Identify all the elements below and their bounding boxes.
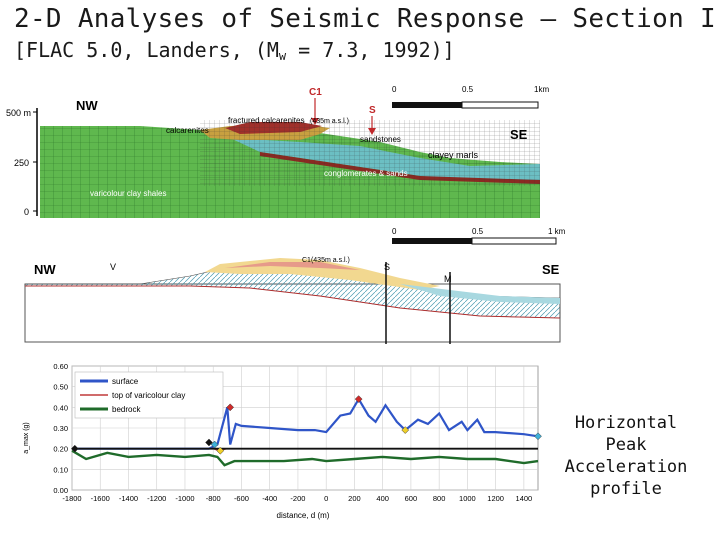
series-line-bedrock	[71, 449, 539, 467]
slide-subtitle: [FLAC 5.0, Landers, (Mw = 7.3, 1992)]	[14, 38, 455, 63]
data-marker	[354, 395, 363, 403]
top-left-end: NW	[76, 98, 98, 113]
x-tick-label: -1400	[119, 494, 138, 503]
label-calcarenites: calcarenites	[166, 126, 209, 135]
bottom-label-v: V	[110, 262, 116, 272]
pha-chart: 0.00 0.10 0.20 0.30 0.40 0.50 0.60 -1800 -1600 -1…	[23, 362, 542, 520]
legend-surface: surface	[112, 377, 139, 386]
svg-text:1km: 1km	[534, 85, 549, 94]
depth-tick-0: 0	[24, 207, 29, 217]
svg-text:0: 0	[392, 227, 397, 236]
x-tick-label: -1200	[147, 494, 166, 503]
x-tick-label: -1000	[175, 494, 194, 503]
x-tick-label: 1000	[459, 494, 476, 503]
label-s: S	[369, 105, 376, 116]
label-clayey-marls: clayey marls	[428, 150, 479, 160]
y-tick-label: 0.50	[53, 383, 68, 392]
data-marker	[226, 403, 235, 412]
label-clay-shales: varicolour clay shales	[90, 189, 166, 198]
label-fractured: fractured calcarenites	[228, 116, 304, 125]
x-tick-label: -1800	[62, 494, 81, 503]
top-scale-bar: 0 0.5 1km	[392, 85, 549, 109]
subtitle-prefix: [FLAC 5.0, Landers, (M	[14, 38, 279, 62]
data-marker	[401, 426, 410, 434]
side-label-line-2: Peak	[605, 435, 647, 455]
data-marker	[70, 444, 79, 453]
label-sandstones: sandstones	[360, 135, 401, 144]
side-label-line-1: Horizontal	[574, 413, 678, 433]
chart-markers	[70, 395, 542, 455]
data-marker	[210, 440, 219, 449]
x-tick-label: -1600	[91, 494, 110, 503]
bottom-label-c1: C1(435m a.s.l.)	[302, 257, 350, 264]
chart-axes: 0.00 0.10 0.20 0.30 0.40 0.50 0.60 -1800 -1600 -1…	[53, 362, 532, 503]
bottom-label-s: S	[384, 262, 390, 272]
chart-xlabel: distance, d (m)	[277, 511, 330, 520]
bottom-label-m: M	[444, 274, 452, 284]
label-conglomerates: conglomerates & sands	[324, 169, 408, 178]
side-label-line-4: profile	[590, 479, 662, 499]
subtitle-suffix: = 7.3, 1992)]	[286, 38, 455, 62]
svg-text:0: 0	[392, 85, 397, 94]
x-tick-label: 800	[433, 494, 446, 503]
slide-title: 2-D Analyses of Seismic Response – Secti…	[14, 4, 716, 34]
x-tick-label: 400	[376, 494, 389, 503]
chart-ylabel: a_max (g)	[23, 422, 30, 454]
y-tick-label: 0.20	[53, 445, 68, 454]
subtitle-subscript: w	[278, 49, 287, 63]
label-c1: C1	[309, 87, 322, 98]
legend-top-clay: top of varicolour clay	[112, 391, 185, 400]
y-tick-label: 0.10	[53, 465, 68, 474]
x-tick-label: -200	[290, 494, 305, 503]
svg-text:1 km: 1 km	[548, 227, 565, 236]
x-tick-label: -800	[206, 494, 221, 503]
y-tick-label: 0.30	[53, 424, 68, 433]
svg-text:0.5: 0.5	[462, 85, 474, 94]
x-tick-label: 600	[405, 494, 418, 503]
x-tick-label: 1400	[516, 494, 533, 503]
bottom-marls	[400, 284, 560, 304]
y-tick-label: 0.40	[53, 403, 68, 412]
x-tick-label: 1200	[487, 494, 504, 503]
depth-tick-250: 250	[14, 158, 29, 168]
data-marker	[216, 446, 225, 455]
y-tick-label: 0.60	[53, 362, 68, 371]
x-tick-label: 0	[324, 494, 328, 503]
y-tick-label: 0.00	[53, 486, 68, 495]
bottom-cross-section: 0 0.5 1 km NW SE V C1(435m a.s.l.) S M	[24, 227, 565, 344]
data-marker	[534, 432, 542, 441]
svg-text:0.5: 0.5	[472, 227, 484, 236]
label-c1-elev: (435m a.s.l.)	[310, 118, 349, 125]
bottom-scale-bar: 0 0.5 1 km	[392, 227, 565, 245]
bottom-right-end: SE	[542, 262, 560, 277]
legend-bedrock: bedrock	[112, 405, 141, 414]
side-label-line-3: Acceleration	[564, 457, 688, 477]
chart-legend: surface top of varicolour clay bedrock	[74, 371, 224, 419]
x-tick-label: -600	[234, 494, 249, 503]
top-right-end: SE	[510, 127, 528, 142]
bottom-fractured	[225, 262, 360, 270]
bottom-left-end: NW	[34, 262, 56, 277]
data-marker	[205, 438, 213, 447]
side-label: Horizontal Peak Acceleration profile	[560, 412, 692, 500]
top-cross-section: 500 m 250 0 NW SE C1 (435m a.s.l.) S fra…	[6, 85, 549, 218]
x-tick-label: 200	[348, 494, 361, 503]
depth-tick-500: 500 m	[6, 108, 31, 118]
x-tick-label: -400	[262, 494, 277, 503]
